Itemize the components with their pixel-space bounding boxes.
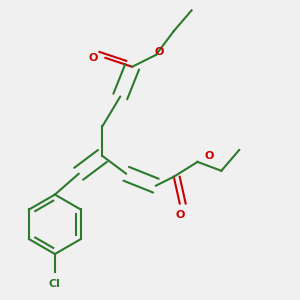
Text: O: O bbox=[175, 210, 184, 220]
Text: O: O bbox=[205, 151, 214, 161]
Text: O: O bbox=[154, 47, 164, 57]
Text: O: O bbox=[89, 53, 98, 63]
Text: Cl: Cl bbox=[49, 279, 61, 289]
